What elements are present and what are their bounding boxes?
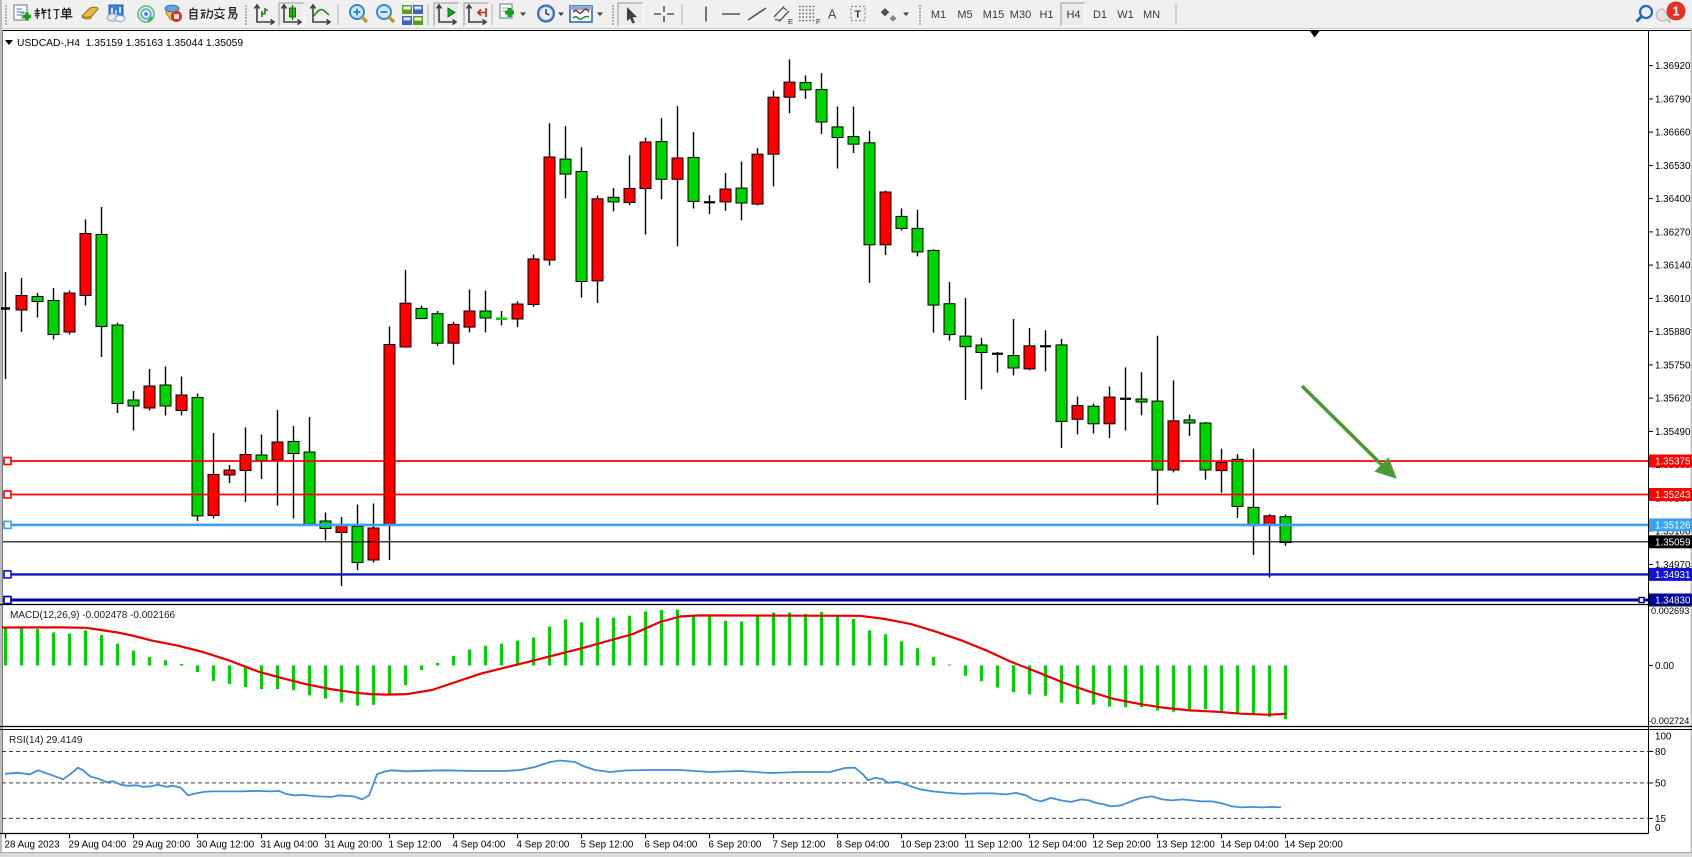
svg-text:H1: H1 (1039, 9, 1053, 21)
svg-text:50: 50 (1655, 778, 1666, 789)
svg-text:14 Sep 20:00: 14 Sep 20:00 (1285, 840, 1344, 851)
svg-text:USDCAD-,H4 1.35159 1.35163 1.: USDCAD-,H4 1.35159 1.35163 1.35044 1.350… (17, 38, 243, 49)
svg-text:F: F (816, 17, 821, 26)
svg-text:1.36660: 1.36660 (1655, 128, 1691, 139)
svg-text:1.34970: 1.34970 (1655, 560, 1691, 571)
svg-text:-0.002724: -0.002724 (1648, 716, 1689, 726)
svg-text:MACD(12,26,9) -0.002478 -0.002: MACD(12,26,9) -0.002478 -0.002166 (10, 610, 176, 621)
svg-text:31 Aug 20:00: 31 Aug 20:00 (325, 840, 383, 851)
svg-text:M1: M1 (931, 9, 946, 21)
svg-text:M15: M15 (983, 9, 1004, 21)
svg-text:M30: M30 (1010, 9, 1031, 21)
svg-text:0.00: 0.00 (1655, 661, 1675, 672)
svg-text:5 Sep 12:00: 5 Sep 12:00 (581, 840, 634, 851)
svg-text:1.36140: 1.36140 (1655, 261, 1691, 272)
svg-text:10 Sep 23:00: 10 Sep 23:00 (901, 840, 960, 851)
svg-text:1.35620: 1.35620 (1655, 394, 1691, 405)
svg-text:0: 0 (1655, 823, 1661, 834)
svg-text:1.36010: 1.36010 (1655, 294, 1691, 305)
svg-text:11 Sep 12:00: 11 Sep 12:00 (965, 840, 1023, 851)
svg-text:RSI(14) 29.4149: RSI(14) 29.4149 (9, 735, 83, 746)
svg-text:13 Sep 12:00: 13 Sep 12:00 (1157, 840, 1216, 851)
svg-text:T: T (855, 9, 862, 21)
svg-text:W1: W1 (1117, 9, 1134, 21)
svg-text:1.34830: 1.34830 (1655, 596, 1691, 607)
svg-text:1.35100: 1.35100 (1655, 527, 1691, 538)
svg-text:12 Sep 20:00: 12 Sep 20:00 (1093, 840, 1152, 851)
svg-text:1.36400: 1.36400 (1655, 194, 1691, 205)
svg-text:8 Sep 04:00: 8 Sep 04:00 (837, 840, 890, 851)
svg-text:MN: MN (1143, 9, 1160, 21)
svg-text:29 Aug 20:00: 29 Aug 20:00 (133, 840, 191, 851)
svg-text:4 Sep 20:00: 4 Sep 20:00 (517, 840, 570, 851)
svg-text:0.002693: 0.002693 (1651, 606, 1689, 616)
svg-text:15: 15 (1655, 814, 1666, 825)
svg-text:1.34931: 1.34931 (1655, 570, 1690, 581)
svg-text:A: A (828, 8, 837, 22)
svg-text:1.35059: 1.35059 (1655, 537, 1690, 548)
svg-text:80: 80 (1655, 747, 1666, 758)
svg-text:1: 1 (1672, 4, 1679, 19)
svg-text:6 Sep 20:00: 6 Sep 20:00 (709, 840, 762, 851)
svg-text:1.36920: 1.36920 (1655, 61, 1691, 72)
svg-text:1.36530: 1.36530 (1655, 161, 1691, 172)
svg-text:29 Aug 04:00: 29 Aug 04:00 (69, 840, 127, 851)
svg-text:7 Sep 12:00: 7 Sep 12:00 (773, 840, 826, 851)
svg-text:30 Aug 12:00: 30 Aug 12:00 (197, 840, 255, 851)
svg-text:1.35880: 1.35880 (1655, 327, 1691, 338)
svg-text:1.35750: 1.35750 (1655, 360, 1691, 371)
svg-text:D1: D1 (1093, 9, 1107, 21)
svg-text:28 Aug 2023: 28 Aug 2023 (5, 840, 61, 851)
svg-text:14 Sep 04:00: 14 Sep 04:00 (1221, 840, 1280, 851)
svg-text:1.35243: 1.35243 (1655, 490, 1691, 501)
svg-text:1 Sep 12:00: 1 Sep 12:00 (389, 840, 442, 851)
svg-text:1.36790: 1.36790 (1655, 94, 1691, 105)
svg-text:1.35490: 1.35490 (1655, 427, 1691, 438)
svg-text:1.36270: 1.36270 (1655, 227, 1691, 238)
svg-text:12 Sep 04:00: 12 Sep 04:00 (1029, 840, 1088, 851)
svg-text:E: E (788, 17, 793, 26)
svg-text:6 Sep 04:00: 6 Sep 04:00 (645, 840, 698, 851)
svg-text:H4: H4 (1066, 9, 1080, 21)
svg-text:M5: M5 (957, 9, 972, 21)
svg-text:4 Sep 04:00: 4 Sep 04:00 (453, 840, 506, 851)
svg-text:100: 100 (1655, 732, 1672, 743)
svg-text:1.35126: 1.35126 (1655, 520, 1691, 531)
svg-text:31 Aug 04:00: 31 Aug 04:00 (261, 840, 319, 851)
svg-text:1.35375: 1.35375 (1655, 457, 1691, 468)
